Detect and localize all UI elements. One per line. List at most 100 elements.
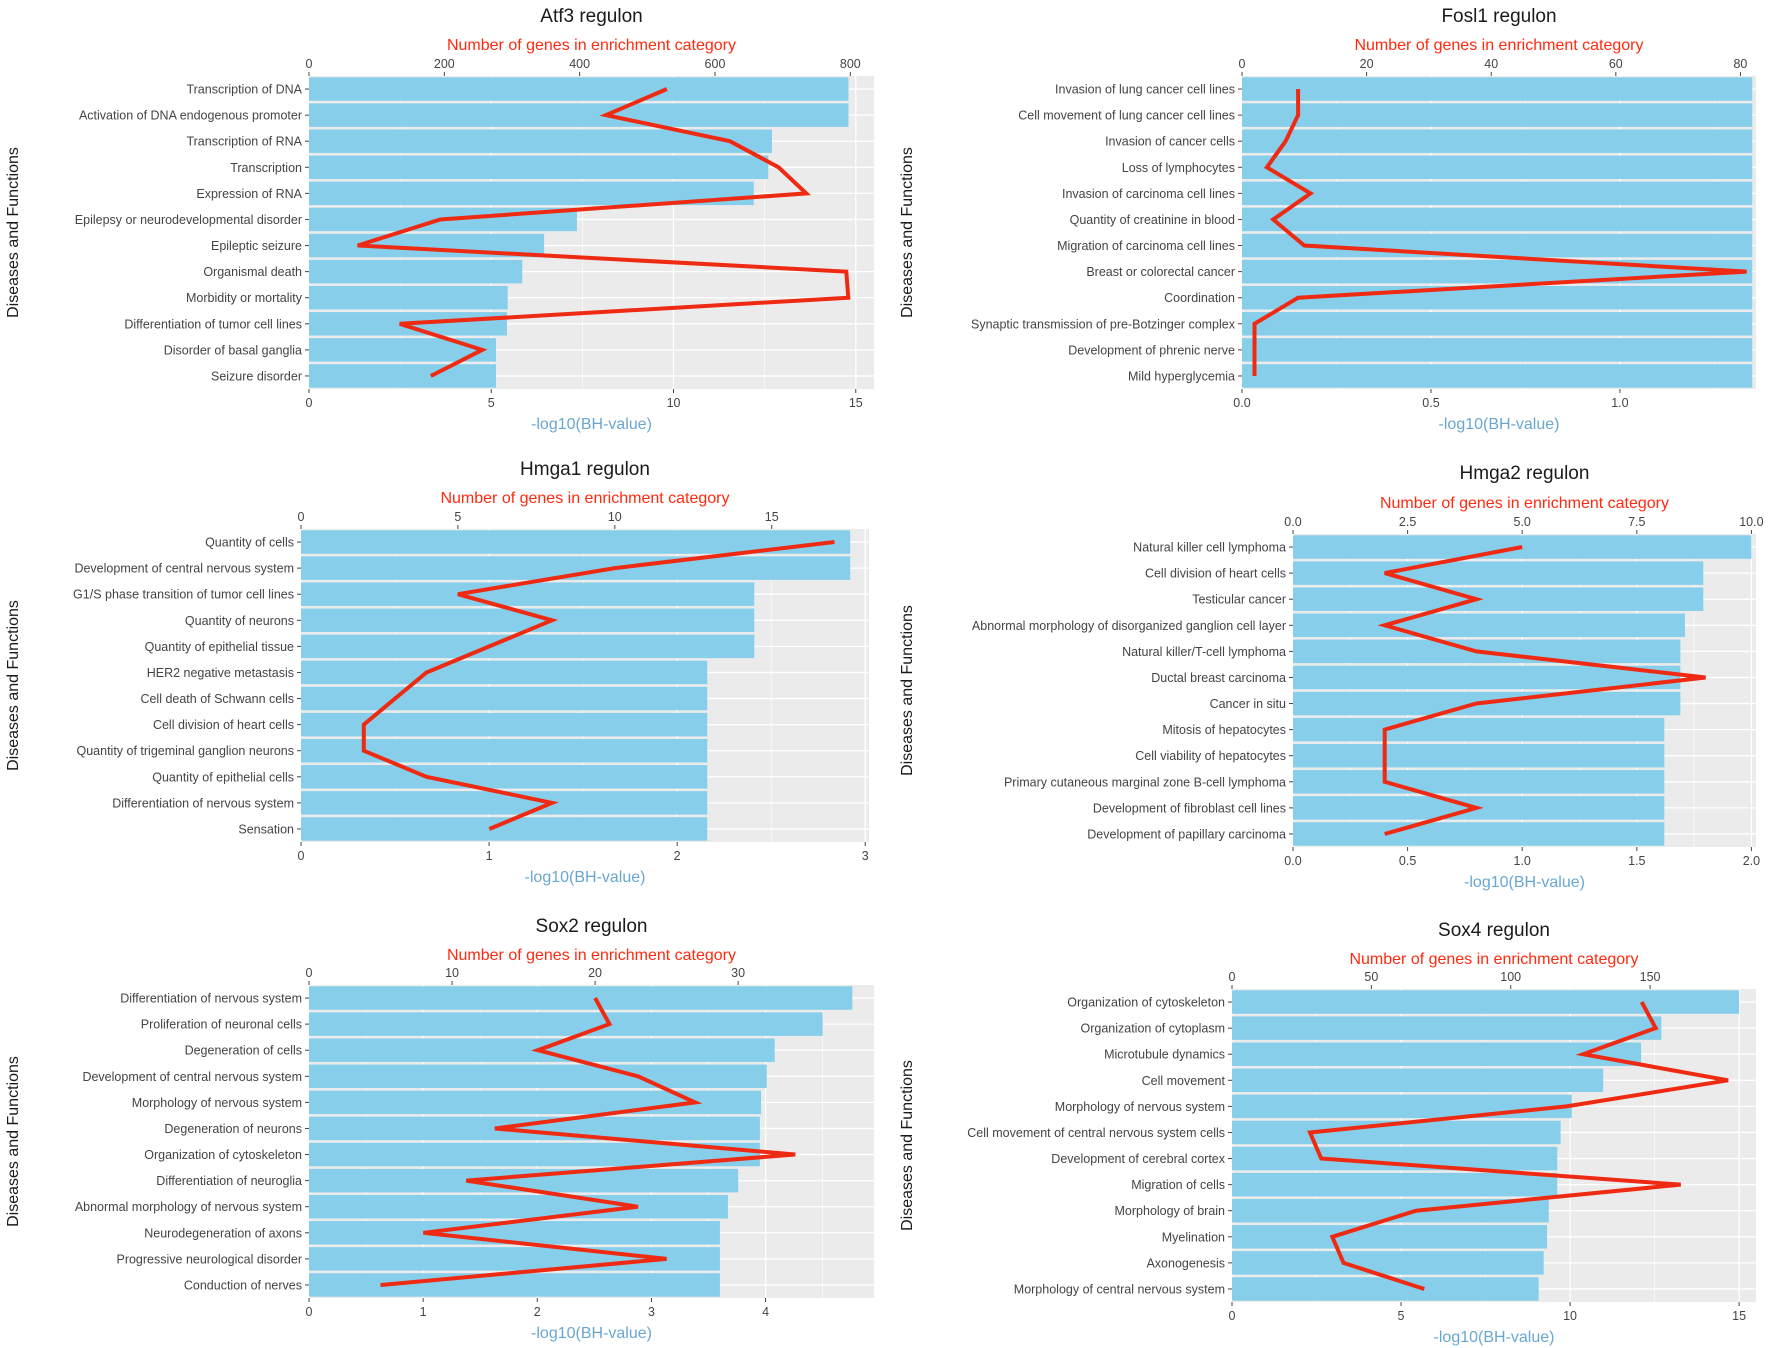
- bar-2: [309, 129, 772, 153]
- plot-background: [301, 529, 869, 842]
- category-label: Synaptic transmission of pre-Botzinger c…: [971, 317, 1236, 331]
- category-label: Epileptic seizure: [211, 239, 302, 253]
- x-tick-label: 0: [306, 1305, 313, 1319]
- chart-title: Atf3 regulon: [540, 6, 642, 27]
- x2-tick-label: 200: [434, 57, 455, 71]
- category-label: Quantity of creatinine in blood: [1070, 213, 1235, 227]
- category-label: Morphology of nervous system: [132, 1096, 302, 1110]
- chart-title: Fosl1 regulon: [1441, 6, 1556, 27]
- category-label: Migration of cells: [1131, 1178, 1225, 1192]
- bar-3: [1293, 613, 1685, 638]
- x2-tick-label: 40: [1484, 57, 1498, 71]
- category-label: Development of central nervous system: [74, 562, 294, 576]
- bar-0: [1232, 990, 1740, 1014]
- category-label: Microtubule dynamics: [1104, 1048, 1225, 1062]
- x2-tick-label: 15: [765, 510, 779, 524]
- category-label: Organization of cytoplasm: [1080, 1022, 1225, 1036]
- category-label: Transcription of DNA: [186, 83, 302, 97]
- bar-0: [301, 530, 851, 554]
- x-tick-label: 0.0: [1284, 854, 1301, 868]
- bar-10: [1232, 1251, 1544, 1275]
- category-label: Development of fibroblast cell lines: [1093, 801, 1286, 815]
- y-axis-label: Diseases and Functions: [5, 147, 22, 318]
- category-label: Cell viability of hepatocytes: [1135, 749, 1286, 763]
- chart-title: Hmga1 regulon: [520, 459, 650, 480]
- bar-3: [309, 155, 769, 180]
- category-label: Neurodegeneration of axons: [144, 1226, 302, 1240]
- bar-4: [1232, 1094, 1572, 1119]
- category-label: Natural killer/T-cell lymphoma: [1122, 645, 1286, 659]
- x-tick-label: 0: [306, 396, 313, 410]
- bar-0: [309, 77, 849, 101]
- gene-count-line: [1252, 89, 1747, 376]
- bar-0: [1293, 535, 1752, 559]
- bars: [301, 530, 851, 841]
- category-label: Cell division of heart cells: [1145, 567, 1286, 581]
- gene-count-line: [1307, 1001, 1729, 1291]
- x2-tick-label: 600: [705, 57, 726, 71]
- category-label: Cell movement: [1142, 1074, 1226, 1088]
- category-label: Cancer in situ: [1210, 697, 1286, 711]
- bar-1: [301, 556, 851, 580]
- bar-6: [1232, 1146, 1558, 1171]
- x2-tick-label: 7.5: [1628, 515, 1645, 529]
- bar-10: [309, 338, 496, 362]
- bar-9: [1242, 312, 1753, 336]
- bar-5: [309, 1116, 760, 1141]
- category-label: Organization of cytoskeleton: [1067, 996, 1225, 1010]
- category-label: Cell death of Schwann cells: [140, 692, 294, 706]
- bar-11: [1293, 822, 1665, 846]
- bottom-axis-label: -log10(BH-value): [1434, 1329, 1555, 1346]
- x2-tick-label: 80: [1733, 57, 1747, 71]
- bar-8: [1293, 743, 1665, 768]
- bar-9: [309, 1221, 720, 1245]
- category-label: Loss of lymphocytes: [1122, 161, 1235, 175]
- category-label: Transcription: [230, 161, 302, 175]
- category-label: Development of phrenic nerve: [1068, 343, 1235, 357]
- bar-1: [1242, 103, 1753, 127]
- x-tick-label: 0.0: [1233, 396, 1250, 410]
- top-axis-label: Number of genes in enrichment category: [447, 37, 736, 54]
- bar-7: [309, 1168, 739, 1193]
- category-label: Disorder of basal ganglia: [164, 343, 302, 357]
- bar-5: [1293, 665, 1681, 690]
- chart-title: Sox2 regulon: [536, 916, 648, 937]
- top-axis-label: Number of genes in enrichment category: [1354, 37, 1643, 54]
- x-tick-label: 0: [298, 849, 305, 863]
- x2-tick-label: 0: [1229, 970, 1236, 984]
- bar-11: [309, 1273, 720, 1297]
- x-tick-label: 15: [1732, 1309, 1746, 1323]
- category-label: HER2 negative metastasis: [147, 666, 294, 680]
- bar-1: [309, 1012, 823, 1036]
- plot-background: [1293, 534, 1756, 847]
- category-label: Differentiation of nervous system: [112, 796, 294, 810]
- bar-4: [301, 634, 755, 659]
- category-label: Morphology of brain: [1115, 1204, 1226, 1218]
- x-tick-label: 4: [762, 1305, 769, 1319]
- category-label: Natural killer cell lymphoma: [1133, 541, 1286, 555]
- bar-11: [301, 817, 708, 841]
- x-tick-label: 2: [674, 849, 681, 863]
- category-label: Migration of carcinoma cell lines: [1057, 239, 1235, 253]
- x-tick-label: 15: [849, 396, 863, 410]
- chart-panel-0: Transcription of DNA Activation of DNA en…: [5, 6, 874, 433]
- gene-count-line: [380, 997, 796, 1287]
- gene-count-line: [361, 540, 835, 831]
- bar-10: [301, 791, 708, 815]
- bar-3: [301, 608, 755, 633]
- x2-tick-label: 150: [1640, 970, 1661, 984]
- bar-8: [301, 738, 708, 763]
- bar-4: [1242, 181, 1753, 206]
- bar-5: [1242, 207, 1753, 232]
- x2-tick-label: 0: [1239, 57, 1246, 71]
- bar-11: [1242, 364, 1753, 388]
- category-label: Morphology of central nervous system: [1014, 1282, 1225, 1296]
- bottom-axis-label: -log10(BH-value): [525, 869, 646, 886]
- chart-panel-1: Invasion of lung cancer cell lines Cell m…: [899, 6, 1756, 433]
- plot-background: [1232, 989, 1756, 1302]
- y-axis-label: Diseases and Functions: [5, 1056, 22, 1227]
- category-label: Quantity of cells: [205, 536, 294, 550]
- bar-1: [1293, 561, 1704, 585]
- category-label: Sensation: [238, 822, 294, 836]
- gene-count-line: [357, 87, 851, 378]
